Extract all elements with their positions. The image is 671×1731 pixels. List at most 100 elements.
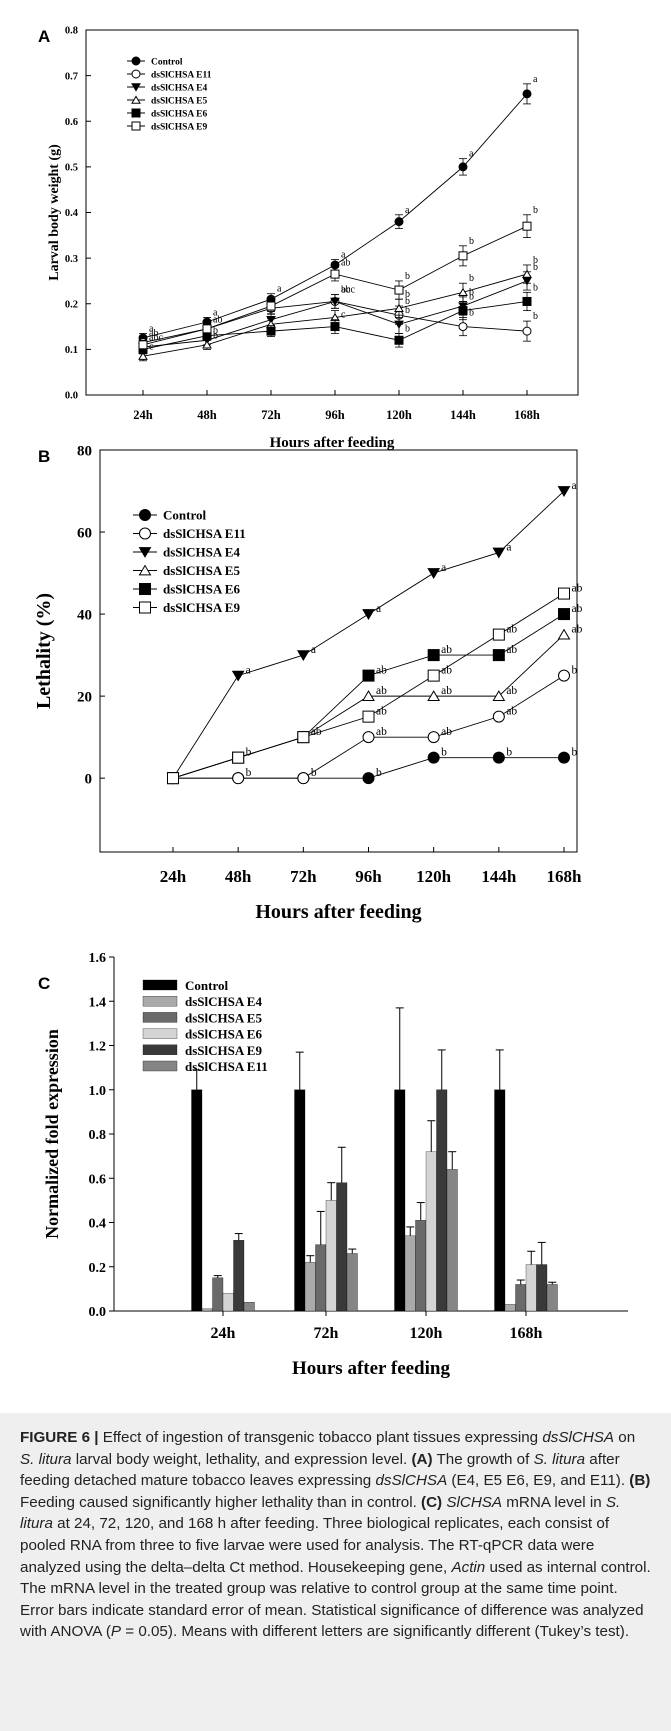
data-point	[522, 326, 532, 336]
bar	[315, 1244, 327, 1312]
data-point	[330, 297, 340, 307]
bar	[325, 1200, 337, 1312]
significance-letter: ab	[506, 706, 517, 718]
caption-segment: (A)	[411, 1450, 433, 1468]
significance-letter: b	[376, 767, 382, 779]
bar	[436, 1089, 448, 1312]
x-tick-label: 72h	[290, 867, 317, 886]
legend-label: dsSlCHSA E11	[185, 1059, 268, 1074]
series-dsslchsa-e11: b b ab ab ab b	[167, 665, 578, 785]
significance-letter: b	[441, 747, 447, 759]
data-point	[427, 669, 440, 682]
legend-entry: dsSlCHSA E11	[127, 69, 212, 80]
data-point	[458, 306, 468, 316]
legend-label: dsSlCHSA E9	[163, 600, 240, 615]
caption-segment: larval body weight, lethality, and expre…	[71, 1450, 412, 1468]
y-axis-label: Lethality (%)	[33, 593, 55, 709]
y-tick-label: 0.6	[89, 1172, 107, 1187]
y-tick-label: 1.0	[89, 1084, 107, 1099]
data-point	[394, 303, 404, 313]
significance-letter: ab	[572, 583, 583, 595]
legend-marker	[139, 509, 151, 521]
bar	[394, 1089, 406, 1312]
legend-swatch	[142, 979, 178, 991]
significance-letter: abc	[149, 333, 163, 344]
legend-label: dsSlCHSA E5	[151, 96, 207, 106]
data-point	[330, 322, 340, 332]
significance-letter: b	[533, 282, 538, 293]
significance-letter: a	[533, 74, 538, 85]
significance-letter: abc	[341, 285, 355, 296]
caption-segment: (E4, E5 E6, E9, and E11).	[447, 1472, 630, 1490]
x-axis-label: Hours after feeding	[255, 901, 421, 923]
chart-a: A 0.0 0.1 0.2 0.3 0.4 0.5 0.6 0.7 0.8 24h 48h 72h 96h…	[38, 26, 579, 451]
significance-letter: b	[469, 236, 474, 247]
data-point	[362, 710, 375, 723]
legend-marker	[131, 69, 141, 79]
y-tick-label: 0	[85, 771, 93, 787]
bar	[346, 1253, 358, 1312]
data-point	[297, 731, 310, 744]
data-point	[427, 649, 440, 662]
data-point	[296, 650, 310, 662]
x-tick-label: 144h	[481, 867, 517, 886]
y-tick-label: 80	[77, 443, 92, 459]
legend-label: dsSlCHSA E5	[185, 1010, 262, 1025]
significance-letter: ab	[441, 685, 452, 697]
plot-frame	[99, 449, 578, 853]
legend-label: Control	[185, 978, 228, 993]
significance-letter: b	[533, 262, 538, 273]
x-tick-label: 72h	[314, 1325, 339, 1342]
significance-letter: a	[311, 644, 316, 656]
legend-swatch	[142, 1060, 178, 1072]
data-point	[138, 351, 148, 360]
significance-letter: c	[341, 310, 346, 321]
significance-letter: ab	[441, 644, 452, 656]
legend-entry: dsSlCHSA E11	[142, 1059, 268, 1074]
significance-letter: b	[533, 255, 538, 266]
legend-label: dsSlCHSA E9	[151, 122, 207, 132]
panel-label: B	[38, 447, 50, 466]
caption-segment: S. litura	[20, 1450, 72, 1468]
significance-letter: b	[405, 296, 410, 307]
y-tick-label: 1.4	[89, 995, 107, 1010]
significance-letter: b	[405, 305, 410, 316]
bar	[304, 1262, 316, 1312]
data-point	[458, 251, 468, 261]
significance-letter: ab	[341, 257, 350, 268]
significance-letter: ab	[376, 665, 387, 677]
bar	[201, 1308, 213, 1312]
legend-swatch	[142, 996, 178, 1007]
y-tick-label: 0.8	[65, 26, 78, 37]
data-point	[522, 269, 532, 278]
significance-letter: a	[469, 149, 474, 160]
y-tick-label: 40	[77, 607, 92, 623]
data-point	[138, 340, 148, 350]
data-point	[427, 690, 441, 702]
legend-swatch	[142, 1012, 178, 1023]
data-point	[362, 690, 375, 702]
significance-letter: b	[405, 271, 410, 282]
data-point	[558, 587, 570, 600]
significance-letter: b	[213, 330, 218, 341]
data-point	[266, 301, 276, 311]
data-point	[492, 710, 505, 723]
legend-marker	[131, 95, 141, 104]
legend-entry: dsSlCHSA E5	[133, 563, 240, 578]
data-point	[232, 751, 245, 764]
panel-label: A	[38, 27, 50, 46]
data-point	[394, 217, 404, 227]
data-point	[492, 628, 505, 641]
legend-marker	[131, 56, 141, 66]
x-tick-label: 48h	[225, 867, 252, 886]
data-point	[394, 320, 404, 329]
data-point	[522, 89, 532, 99]
caption-segment: on	[614, 1429, 636, 1446]
y-tick-label: 0.7	[65, 71, 78, 82]
significance-letter: b	[246, 747, 252, 759]
data-point	[394, 335, 404, 345]
bar	[222, 1293, 234, 1312]
bar	[425, 1151, 437, 1312]
caption-segment: after feeding detached mature tobacco le…	[20, 1450, 620, 1490]
legend-label: Control	[163, 508, 206, 523]
